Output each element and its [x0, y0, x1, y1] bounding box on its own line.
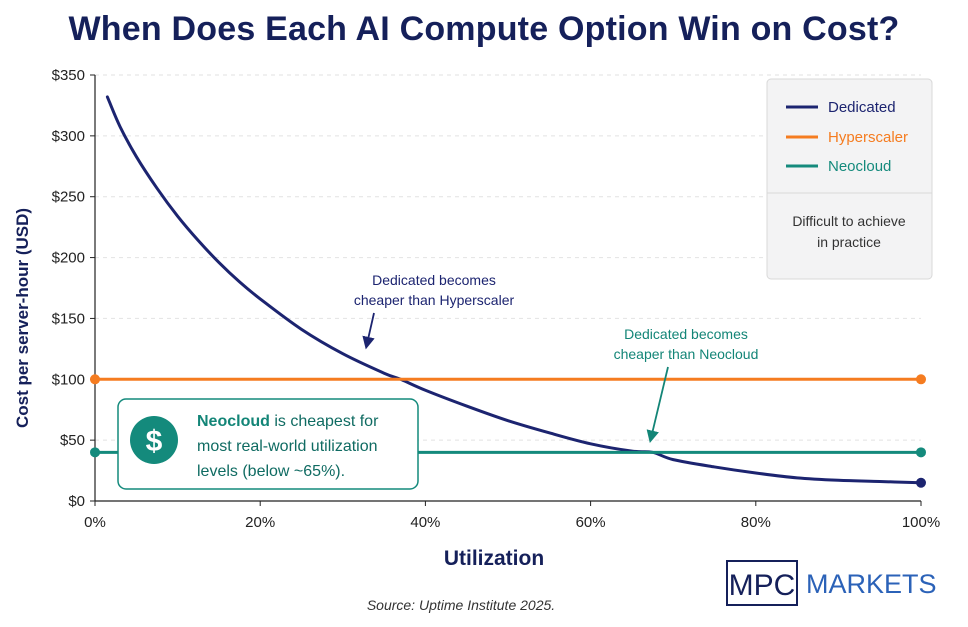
logo-mpc: MPC	[729, 569, 796, 602]
callout-line-1: Neocloud is cheapest for	[197, 413, 379, 430]
legend-label-dedicated: Dedicated	[828, 99, 896, 116]
ticks: $0 $50 $100 $150 $200 $250 $300 $350 0% 20% 40% 60%…	[52, 67, 941, 531]
legend: Dedicated Hyperscaler Neocloud Difficult…	[766, 78, 933, 280]
y-tick-label: $350	[52, 67, 85, 84]
chart-title: When Does Each AI Compute Option Win on …	[68, 10, 900, 48]
y-tick-label: $50	[60, 432, 85, 449]
y-tick-label: $0	[68, 493, 85, 510]
series-point-neocloud	[916, 447, 926, 458]
series-point-hyperscaler	[916, 374, 926, 385]
x-tick-label: 60%	[576, 514, 606, 531]
legend-note-line-2: in practice	[817, 234, 881, 250]
annotation-neocloud-arrow	[646, 366, 669, 444]
x-tick-label: 20%	[245, 514, 275, 531]
source-note: Source: Uptime Institute 2025.	[367, 597, 555, 613]
legend-note-line-1: Difficult to achieve	[792, 213, 906, 229]
annotation-hyperscaler-line-2: cheaper than Hyperscaler	[354, 292, 515, 308]
legend-box	[766, 78, 933, 280]
legend-label-hyperscaler: Hyperscaler	[828, 129, 908, 146]
logo-markets: MARKETS	[806, 569, 937, 599]
x-tick-label: 80%	[741, 514, 771, 531]
x-tick-label: 40%	[410, 514, 440, 531]
annotation-neocloud-line-1: Dedicated becomes	[624, 326, 748, 342]
callout-line-1-rest: is cheapest for	[270, 413, 379, 430]
y-tick-label: $250	[52, 189, 85, 206]
x-axis-label: Utilization	[444, 547, 544, 570]
y-tick-label: $300	[52, 128, 85, 145]
neocloud-callout: $ Neocloud is cheapest for most real-wor…	[117, 398, 419, 490]
series-point-hyperscaler	[90, 374, 100, 385]
y-tick-label: $200	[52, 250, 85, 267]
series-point-neocloud	[90, 447, 100, 458]
series-point-dedicated	[916, 477, 926, 488]
dollar-icon	[130, 416, 178, 464]
series-line-dedicated	[105, 95, 923, 485]
legend-label-neocloud: Neocloud	[828, 158, 891, 175]
x-tick-label: 0%	[84, 514, 106, 531]
dollar-icon-glyph: $	[146, 425, 163, 458]
logo-frame	[726, 560, 798, 606]
annotation-neocloud-line-2: cheaper than Neocloud	[614, 346, 759, 362]
y-axis-label: Cost per server-hour (USD)	[13, 208, 32, 428]
x-tick-label: 100%	[902, 514, 940, 531]
y-tick-label: $150	[52, 310, 85, 327]
mpc-markets-logo: MPC MARKETS	[726, 560, 937, 606]
axes	[94, 75, 921, 502]
callout-line-3: levels (below ~65%).	[197, 463, 345, 480]
annotation-hyperscaler-arrow	[362, 312, 375, 350]
callout-bold-word: Neocloud	[197, 413, 270, 430]
y-tick-label: $100	[52, 371, 85, 388]
annotations: Dedicated becomes cheaper than Hyperscale…	[354, 272, 759, 444]
callout-box	[117, 398, 419, 490]
callout-line-2: most real-world utilization	[197, 438, 378, 455]
annotation-hyperscaler-line-1: Dedicated becomes	[372, 272, 496, 288]
